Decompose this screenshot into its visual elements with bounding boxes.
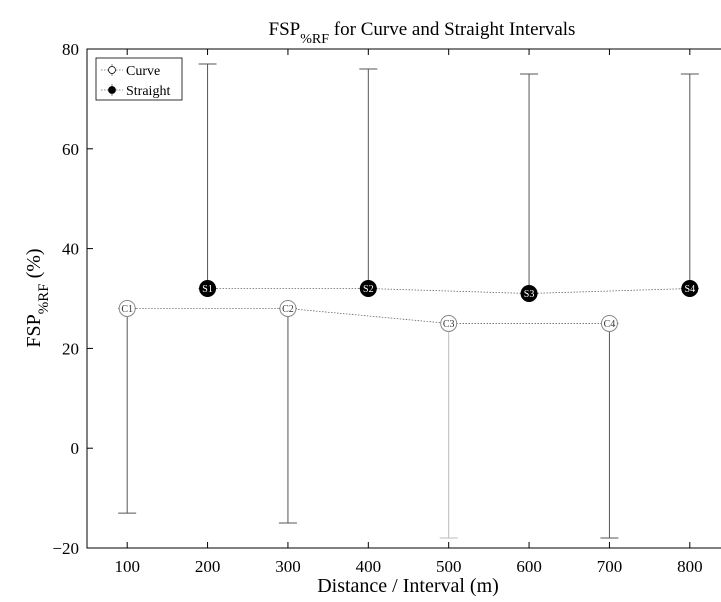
point-label-s4: S4 — [685, 284, 696, 295]
legend-straight-marker — [108, 86, 116, 94]
error-bars-layer — [118, 63, 699, 539]
point-label-c1: C1 — [121, 304, 133, 315]
ticks-layer: 100 200 300 400 500 600 700 800 −20 0 20 40 60 80 — [52, 40, 703, 576]
data-point-c1 — [118, 299, 136, 317]
y-axis-title-sub: %RF — [36, 283, 52, 314]
data-point-s2 — [359, 280, 377, 298]
x-tick-label: 200 — [195, 557, 221, 576]
x-axis-title: Distance / Interval (m) — [317, 575, 499, 597]
x-tick-label: 400 — [356, 557, 382, 576]
series-line-curve — [127, 308, 610, 324]
x-tick-label: 100 — [114, 557, 140, 576]
point-label-s1: S1 — [202, 284, 213, 295]
chart-title-main: FSP — [269, 19, 301, 40]
x-tick-label: 500 — [436, 557, 462, 576]
x-tick-label: 600 — [516, 557, 542, 576]
x-tick-label: 800 — [677, 557, 703, 576]
y-tick-label: 0 — [71, 439, 80, 458]
legend-curve-marker — [108, 66, 116, 74]
y-tick-label: 20 — [62, 339, 79, 358]
point-label-c4: C4 — [604, 319, 616, 330]
y-axis-title: FSP%RF (%) — [23, 248, 52, 347]
series-lines-layer — [127, 288, 690, 324]
y-tick-label: 60 — [62, 140, 79, 159]
point-label-c2: C2 — [282, 304, 294, 315]
legend: Curve Straight — [95, 57, 183, 101]
data-point-s1 — [199, 280, 217, 298]
y-axis-title-group: FSP%RF (%) — [23, 248, 52, 347]
y-tick-label: 80 — [62, 40, 79, 59]
point-label-s2: S2 — [363, 284, 374, 295]
chart-title-sub: %RF — [300, 32, 329, 47]
series-line-straight — [207, 288, 690, 294]
legend-straight-label: Straight — [126, 84, 170, 99]
chart-title-rest: for Curve and Straight Intervals — [329, 19, 575, 40]
data-point-s3 — [520, 285, 538, 303]
y-tick-label: −20 — [52, 539, 79, 558]
point-label-c3: C3 — [443, 319, 455, 330]
y-tick-label: 40 — [62, 240, 79, 259]
data-point-c4 — [600, 314, 618, 332]
points-layer: C1 C2 C3 C4 S1 S2 S3 S4 — [118, 280, 699, 332]
data-point-c3 — [440, 314, 458, 332]
data-point-c2 — [279, 299, 297, 317]
x-tick-label: 700 — [597, 557, 623, 576]
data-point-s4 — [681, 280, 699, 298]
legend-curve-label: Curve — [126, 64, 160, 79]
plot-frame — [86, 48, 721, 549]
y-axis-title-rest: (%) — [23, 248, 45, 283]
point-label-s3: S3 — [524, 289, 535, 300]
y-axis-title-main: FSP — [23, 314, 45, 347]
chart-title: FSP%RF for Curve and Straight Intervals — [269, 19, 576, 47]
x-tick-label: 300 — [275, 557, 301, 576]
